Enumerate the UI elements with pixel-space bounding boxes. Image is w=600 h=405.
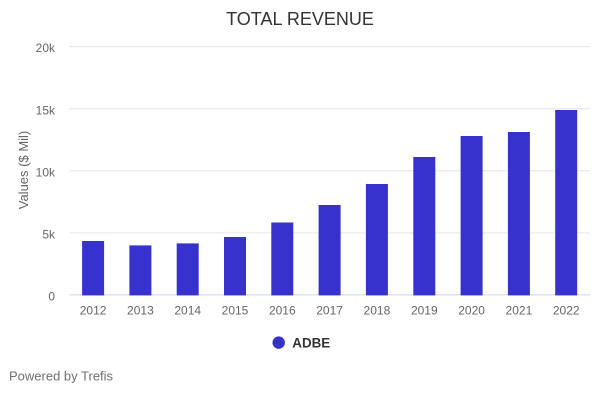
svg-text:TOTAL REVENUE: TOTAL REVENUE [226,9,374,29]
svg-text:10k: 10k [36,165,56,179]
svg-text:Powered by Trefis: Powered by Trefis [9,369,114,384]
svg-text:Values ($ Mil): Values ($ Mil) [16,131,31,210]
svg-text:0: 0 [48,290,55,304]
svg-text:15k: 15k [36,103,56,117]
svg-text:2021: 2021 [506,304,533,318]
svg-text:2012: 2012 [80,304,107,318]
svg-text:2016: 2016 [269,304,296,318]
svg-text:ADBE: ADBE [292,335,330,350]
svg-text:2014: 2014 [174,304,201,318]
svg-text:2020: 2020 [458,304,485,318]
svg-text:2015: 2015 [222,304,249,318]
svg-text:2022: 2022 [553,304,580,318]
svg-text:2013: 2013 [127,304,154,318]
svg-text:5k: 5k [42,228,56,242]
svg-text:20k: 20k [36,41,56,55]
svg-text:2017: 2017 [316,304,343,318]
svg-text:2019: 2019 [411,304,438,318]
svg-text:2018: 2018 [364,304,391,318]
